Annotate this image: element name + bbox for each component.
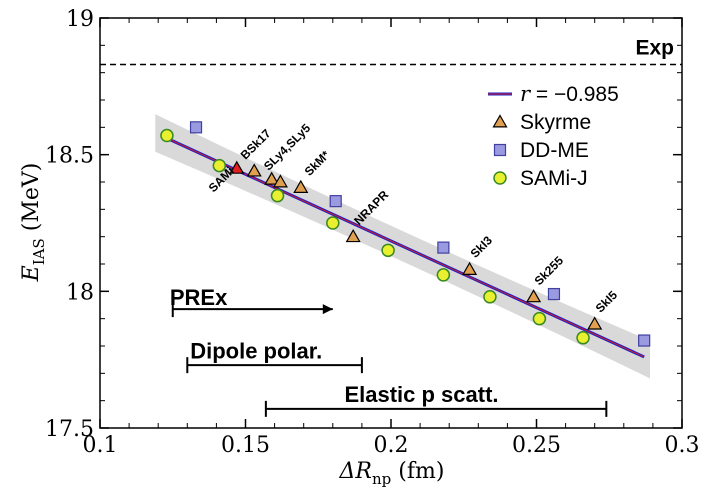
point-triangle-0-5 xyxy=(462,261,478,275)
point-square-2-2 xyxy=(437,241,450,254)
range-label-1: Dipole polar. xyxy=(190,338,322,363)
point-triangle-0-0 xyxy=(246,163,262,177)
range-bars-layer: PREx Dipole polar. Elastic p scatt. xyxy=(170,285,608,417)
range-label-2: Elastic p scatt. xyxy=(344,382,498,407)
point-triangle-0-1 xyxy=(264,171,280,185)
x-tick-label-2: 0.2 xyxy=(374,433,409,458)
annotation-7: SkI5 xyxy=(593,288,621,316)
x-tick-label-3: 0.25 xyxy=(512,433,561,458)
y-axis-label: EIAS (MeV) xyxy=(19,163,48,283)
y-tick-label-0: 17.5 xyxy=(45,417,94,442)
x-axis-label-sub: np xyxy=(372,470,391,488)
point-triangle-0-3 xyxy=(293,179,309,193)
legend-fit-label: r = −0.985 xyxy=(520,82,619,106)
point-triangle-0-7 xyxy=(587,316,603,330)
point-circle-3-7 xyxy=(532,311,547,326)
point-circle-3-3 xyxy=(326,216,340,230)
range-label-0: PREx xyxy=(170,285,228,310)
x-tick-label-4: 0.3 xyxy=(665,433,700,458)
point-circle-3-6 xyxy=(483,290,497,304)
point-circle-3-2 xyxy=(270,188,285,203)
exp-label: Exp xyxy=(635,36,674,59)
annotation-3: SkM* xyxy=(302,148,333,179)
legend-fit-label-value: = −0.985 xyxy=(530,83,619,106)
point-circle-3-0 xyxy=(160,128,174,143)
y-axis-label-unit: (MeV) xyxy=(19,163,44,239)
point-circle-3-4 xyxy=(381,243,395,258)
x-axis-label-main: ΔR xyxy=(339,459,372,484)
point-square-2-3 xyxy=(547,287,561,301)
point-square-2-4 xyxy=(638,334,651,347)
legend-skyrme-marker xyxy=(492,114,508,128)
point-square-2-0 xyxy=(189,121,203,134)
point-circle-3-5 xyxy=(436,268,451,282)
y-axis-label-sub: IAS xyxy=(30,238,48,265)
y-tick-label-1: 18 xyxy=(66,280,94,305)
y-tick-label-3: 19 xyxy=(66,7,94,32)
y-tick-label-2: 18.5 xyxy=(45,144,94,169)
point-triangle-0-2 xyxy=(272,174,288,188)
annotation-5: SkI3 xyxy=(468,233,496,261)
x-tick-label-1: 0.15 xyxy=(221,433,270,458)
fit-line-layer xyxy=(166,136,645,359)
x-axis-label-unit: (fm) xyxy=(391,459,444,484)
point-circle-3-8 xyxy=(576,331,590,345)
point-triangle-0-6 xyxy=(526,289,542,303)
legend-fit-label-r: r xyxy=(520,82,532,106)
y-axis-label-main: E xyxy=(19,265,44,282)
data-points-layer xyxy=(160,121,651,347)
legend-ddme-label: DD-ME xyxy=(520,139,589,162)
legend-skyrme-label: Skyrme xyxy=(520,111,591,134)
x-axis-label: ΔRnp (fm) xyxy=(339,459,445,488)
range-arrow-0 xyxy=(322,304,333,315)
legend-sami-label: SAMi-J xyxy=(520,167,588,190)
legend-ddme-marker xyxy=(493,143,507,157)
legend: r = −0.985 Skyrme DD-ME SAMi-J xyxy=(488,82,619,190)
legend-sami-marker xyxy=(493,171,507,185)
point-triangle-1-0 xyxy=(229,160,245,174)
tick-layer: 0.1 0.15 0.2 0.25 0.3 17.5 18 18.5 19 xyxy=(45,7,699,458)
x-tick-label-0: 0.1 xyxy=(83,433,118,458)
fit-line-core xyxy=(166,137,645,358)
point-circle-3-1 xyxy=(212,158,227,173)
point-square-2-1 xyxy=(329,195,342,208)
annotation-6: Sk255 xyxy=(532,253,567,288)
exp-line-layer: Exp xyxy=(100,36,682,66)
point-triangle-0-4 xyxy=(345,228,361,243)
